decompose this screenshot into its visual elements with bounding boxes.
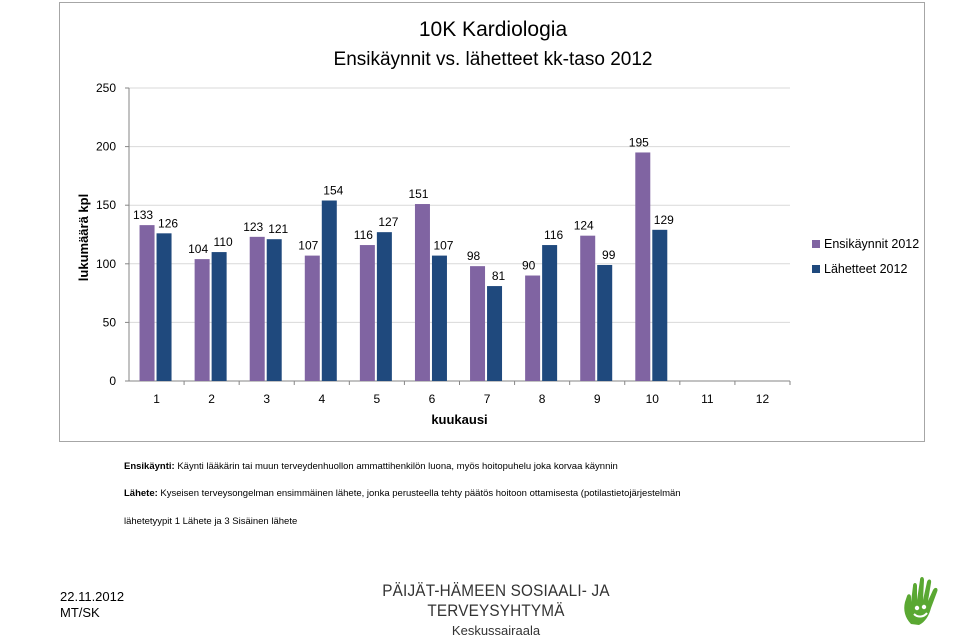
y-tick-label: 200: [96, 140, 116, 154]
x-axis-label: kuukausi: [431, 412, 487, 427]
legend-swatch: [812, 265, 820, 273]
x-tick-label: 4: [318, 392, 325, 406]
data-label-series-1: 107: [298, 239, 318, 253]
legend-label: Ensikäynnit 2012: [824, 237, 919, 251]
data-label-series-1: 124: [574, 219, 594, 233]
x-tick-label: 6: [429, 392, 436, 406]
bar-series-2: [431, 255, 447, 381]
data-label-series-2: 81: [492, 269, 506, 283]
data-label-series-1: 195: [629, 135, 649, 149]
footer-date-block: 22.11.2012 MT/SK: [60, 589, 124, 621]
chart-subtitle: Ensikäynnit vs. lähetteet kk-taso 2012: [334, 49, 653, 70]
y-axis-label: lukumäärä kpl: [76, 194, 91, 281]
bar-series-2: [266, 239, 282, 381]
bar-series-1: [580, 235, 596, 381]
footer-initials: MT/SK: [60, 605, 100, 620]
bar-series-2: [376, 232, 392, 381]
definition-text: Kyseisen terveysongelman ensimmäinen läh…: [157, 488, 681, 500]
x-tick-label: 7: [484, 392, 491, 406]
bar-series-2: [597, 264, 613, 381]
bar-series-1: [304, 255, 320, 381]
bar-series-2: [156, 233, 172, 381]
bar-series-1: [525, 275, 541, 381]
bar-series-2: [542, 245, 558, 381]
definition-term: Lähete:: [124, 488, 158, 500]
bar-series-1: [470, 266, 486, 381]
hand-logo-icon: [904, 577, 938, 625]
x-tick-label: 2: [208, 392, 215, 406]
bar-series-1: [414, 204, 430, 381]
organization-name: PÄIJÄT-HÄMEEN SOSIAALI- JA TERVEYSYHTYMÄ: [382, 581, 610, 620]
x-tick-label: 1: [153, 392, 160, 406]
bar-series-1: [635, 152, 651, 381]
legend-label: Lähetteet 2012: [824, 262, 907, 276]
data-label-series-2: 129: [654, 213, 674, 227]
data-label-series-2: 127: [378, 215, 398, 229]
data-label-series-2: 154: [323, 184, 343, 198]
x-tick-label: 10: [646, 392, 660, 406]
data-label-series-1: 98: [467, 249, 481, 263]
data-label-series-1: 116: [354, 228, 373, 242]
y-tick-label: 250: [96, 81, 116, 95]
x-tick-label: 11: [701, 392, 714, 406]
x-tick-label: 12: [756, 392, 770, 406]
chart-title: 10K Kardiologia: [419, 18, 568, 41]
data-label-series-2: 126: [158, 216, 178, 230]
bar-series-2: [487, 286, 503, 381]
bar-series-1: [194, 259, 210, 381]
footer-organization: PÄIJÄT-HÄMEEN SOSIAALI- JA TERVEYSYHTYMÄ…: [296, 581, 696, 638]
footer-date: 22.11.2012: [60, 589, 125, 604]
data-label-series-1: 151: [408, 187, 428, 201]
data-label-series-1: 90: [522, 259, 536, 273]
y-tick-label: 100: [96, 257, 116, 271]
chart-frame: 10K Kardiologia Ensikäynnit vs. lähetteet…: [59, 2, 925, 442]
bar-series-2: [321, 200, 337, 381]
definition-lahetetyypit: lähetetyypit 1 Lähete ja 3 Sisäinen lähe…: [124, 515, 298, 527]
data-label-series-1: 104: [188, 242, 208, 256]
definition-lahete: Lähete: Kyseisen terveysongelman ensimmä…: [124, 488, 924, 499]
data-label-series-1: 123: [243, 220, 263, 234]
definition-ensikaynti: Ensikäynti: Käynti lääkärin tai muun ter…: [124, 461, 924, 472]
x-tick-label: 8: [539, 392, 546, 406]
bar-series-1: [139, 225, 155, 381]
bar-series-1: [359, 245, 375, 381]
bar-series-2: [652, 229, 668, 381]
data-label-series-2: 116: [544, 228, 563, 242]
data-label-series-2: 121: [268, 222, 288, 236]
data-label-series-2: 99: [602, 248, 616, 262]
bar-series-2: [211, 252, 227, 381]
x-tick-label: 9: [594, 392, 601, 406]
data-label-series-1: 133: [133, 208, 153, 222]
y-tick-label: 150: [96, 198, 116, 212]
bar-series-1: [249, 236, 265, 381]
y-tick-label: 0: [109, 374, 116, 388]
x-tick-label: 3: [263, 392, 270, 406]
data-label-series-2: 110: [214, 235, 233, 249]
definition-term: Ensikäynti:: [124, 461, 175, 472]
legend-swatch: [812, 240, 820, 248]
chart-svg: 10K Kardiologia Ensikäynnit vs. lähetteet…: [76, 18, 919, 427]
data-label-series-2: 107: [433, 239, 453, 253]
definition-text: Käynti lääkärin tai muun terveydenhuollo…: [174, 461, 618, 472]
organization-subtitle: Keskussairaala: [451, 623, 541, 638]
y-tick-label: 50: [103, 315, 117, 329]
x-tick-label: 5: [374, 392, 381, 406]
definitions: Ensikäynti: Käynti lääkärin tai muun ter…: [124, 461, 924, 543]
